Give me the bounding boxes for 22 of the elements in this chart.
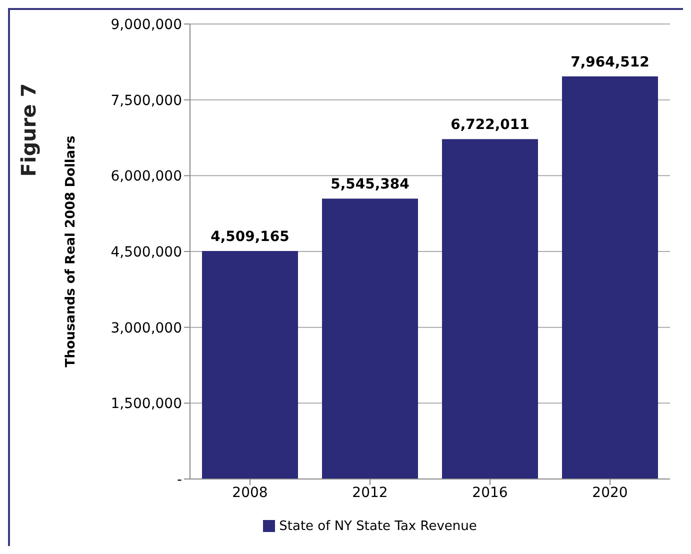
bar (442, 139, 538, 479)
bar (562, 76, 658, 479)
data-label: 7,964,512 (570, 54, 650, 70)
y-tick-label: 3,000,000 (110, 320, 182, 336)
bar (322, 198, 418, 479)
x-tick-label: 2020 (592, 484, 628, 501)
data-label: 5,545,384 (330, 176, 410, 193)
x-tick-label: 2012 (352, 484, 388, 501)
x-tick-label: 2016 (472, 484, 508, 501)
x-tick-label: 2008 (232, 484, 268, 501)
data-label: 4,509,165 (210, 229, 290, 246)
y-tick-label: 6,000,000 (110, 168, 182, 185)
legend-label: State of NY State Tax Revenue (279, 519, 477, 534)
y-tick-label: 7,500,000 (110, 92, 182, 109)
y-tick-label: 4,500,000 (110, 244, 182, 260)
data-label: 6,722,011 (450, 117, 530, 134)
y-tick-label: - (176, 472, 182, 488)
bar (202, 251, 298, 479)
y-tick-label: 1,500,000 (110, 396, 182, 412)
y-axis-title: Thousands of Real 2008 Dollars (64, 135, 79, 368)
text: Figure 7 (17, 83, 42, 177)
y-tick-label: 9,000,000 (110, 16, 182, 33)
